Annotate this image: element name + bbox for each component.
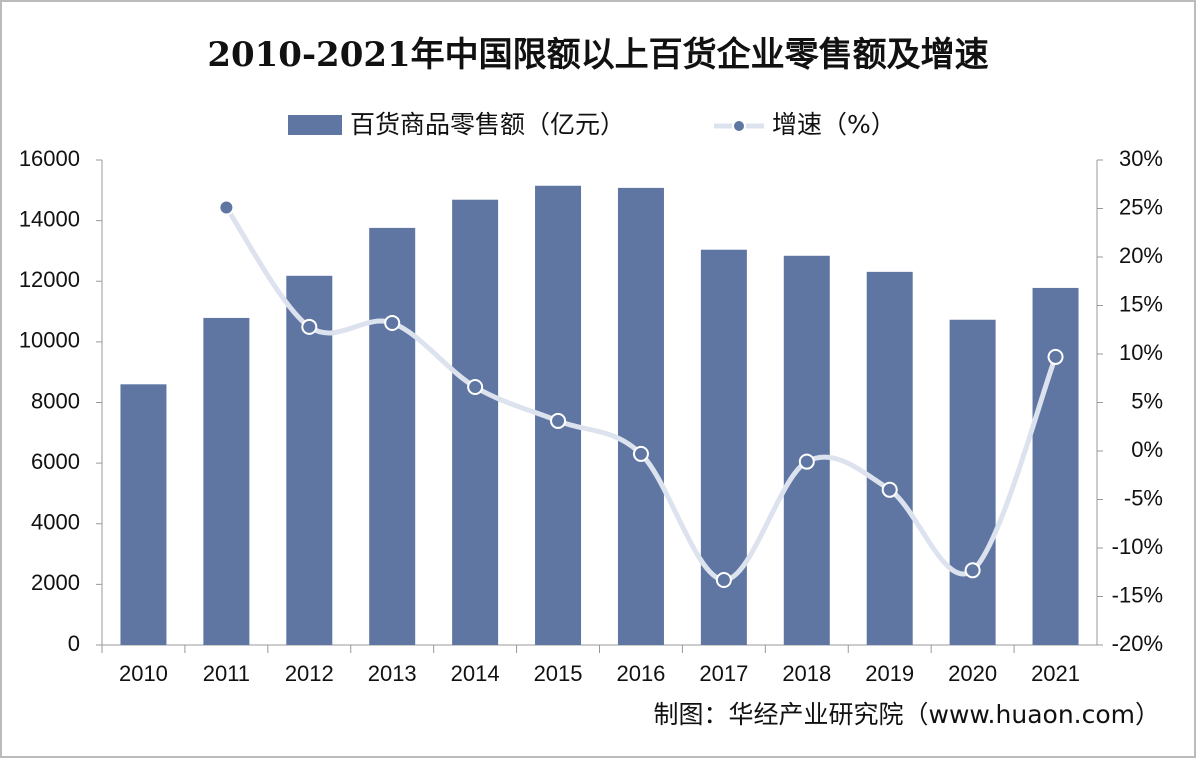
line-marker xyxy=(964,562,981,579)
x-tick-label: 2021 xyxy=(1031,661,1080,686)
bar xyxy=(120,384,167,645)
y-tick-label: 10000 xyxy=(19,328,80,353)
x-tick-label: 2019 xyxy=(865,661,914,686)
x-tick-label: 2012 xyxy=(285,661,334,686)
line xyxy=(224,206,1058,583)
x-tick-label: 2018 xyxy=(782,661,831,686)
bar xyxy=(783,255,830,645)
line-marker xyxy=(715,572,732,589)
y2-tick-label: 15% xyxy=(1119,291,1163,316)
y2-tick-label: -15% xyxy=(1112,582,1163,607)
y-tick-label: 16000 xyxy=(19,146,80,171)
y2-tick-label: 30% xyxy=(1119,146,1163,171)
x-tick-label: 2014 xyxy=(451,661,500,686)
y-tick-label: 8000 xyxy=(31,388,80,413)
bar xyxy=(866,271,913,645)
legend-swatch xyxy=(288,115,342,135)
chart-title: 2010-2021年中国限额以上百货企业零售额及增速 xyxy=(207,35,988,75)
bar xyxy=(286,275,333,645)
legend-label: 增速（%） xyxy=(772,110,896,139)
line-marker xyxy=(218,199,235,216)
y2-tick-label: 10% xyxy=(1119,340,1163,365)
bar xyxy=(452,199,499,645)
y-tick-label: 2000 xyxy=(31,570,80,595)
line-marker xyxy=(881,481,898,498)
line-marker xyxy=(467,378,484,395)
legend-label: 百货商品零售额（亿元） xyxy=(350,110,625,139)
bar xyxy=(369,227,416,645)
y2-tick-label: -20% xyxy=(1112,631,1163,656)
line-marker xyxy=(798,453,815,470)
legend-marker xyxy=(732,119,746,133)
x-tick-label: 2020 xyxy=(948,661,997,686)
line-marker xyxy=(550,412,567,429)
y2-tick-label: -10% xyxy=(1112,534,1163,559)
bar xyxy=(203,317,250,645)
bar xyxy=(949,319,996,645)
x-tick-label: 2016 xyxy=(616,661,665,686)
y-tick-label: 4000 xyxy=(31,510,80,535)
y-tick-label: 6000 xyxy=(31,449,80,474)
line-marker xyxy=(1047,348,1064,365)
y2-tick-label: -5% xyxy=(1124,485,1163,510)
y-tick-label: 14000 xyxy=(19,206,80,231)
bar xyxy=(1032,287,1079,645)
y2-tick-label: 20% xyxy=(1119,243,1163,268)
y-tick-label: 0 xyxy=(68,631,80,656)
x-tick-label: 2017 xyxy=(699,661,748,686)
line-marker xyxy=(384,314,401,331)
line-marker xyxy=(301,318,318,335)
y2-tick-label: 0% xyxy=(1131,437,1163,462)
x-tick-label: 2011 xyxy=(203,661,250,686)
x-tick-label: 2015 xyxy=(534,661,583,686)
source: 制图：华经产业研究院（www.huaon.com） xyxy=(654,700,1160,729)
x-tick-label: 2010 xyxy=(119,661,168,686)
bar xyxy=(617,187,664,645)
y-tick-label: 12000 xyxy=(19,267,80,292)
y2-tick-label: 25% xyxy=(1119,194,1163,219)
line-marker xyxy=(632,445,649,462)
x-tick-label: 2013 xyxy=(368,661,417,686)
y2-tick-label: 5% xyxy=(1131,388,1163,413)
